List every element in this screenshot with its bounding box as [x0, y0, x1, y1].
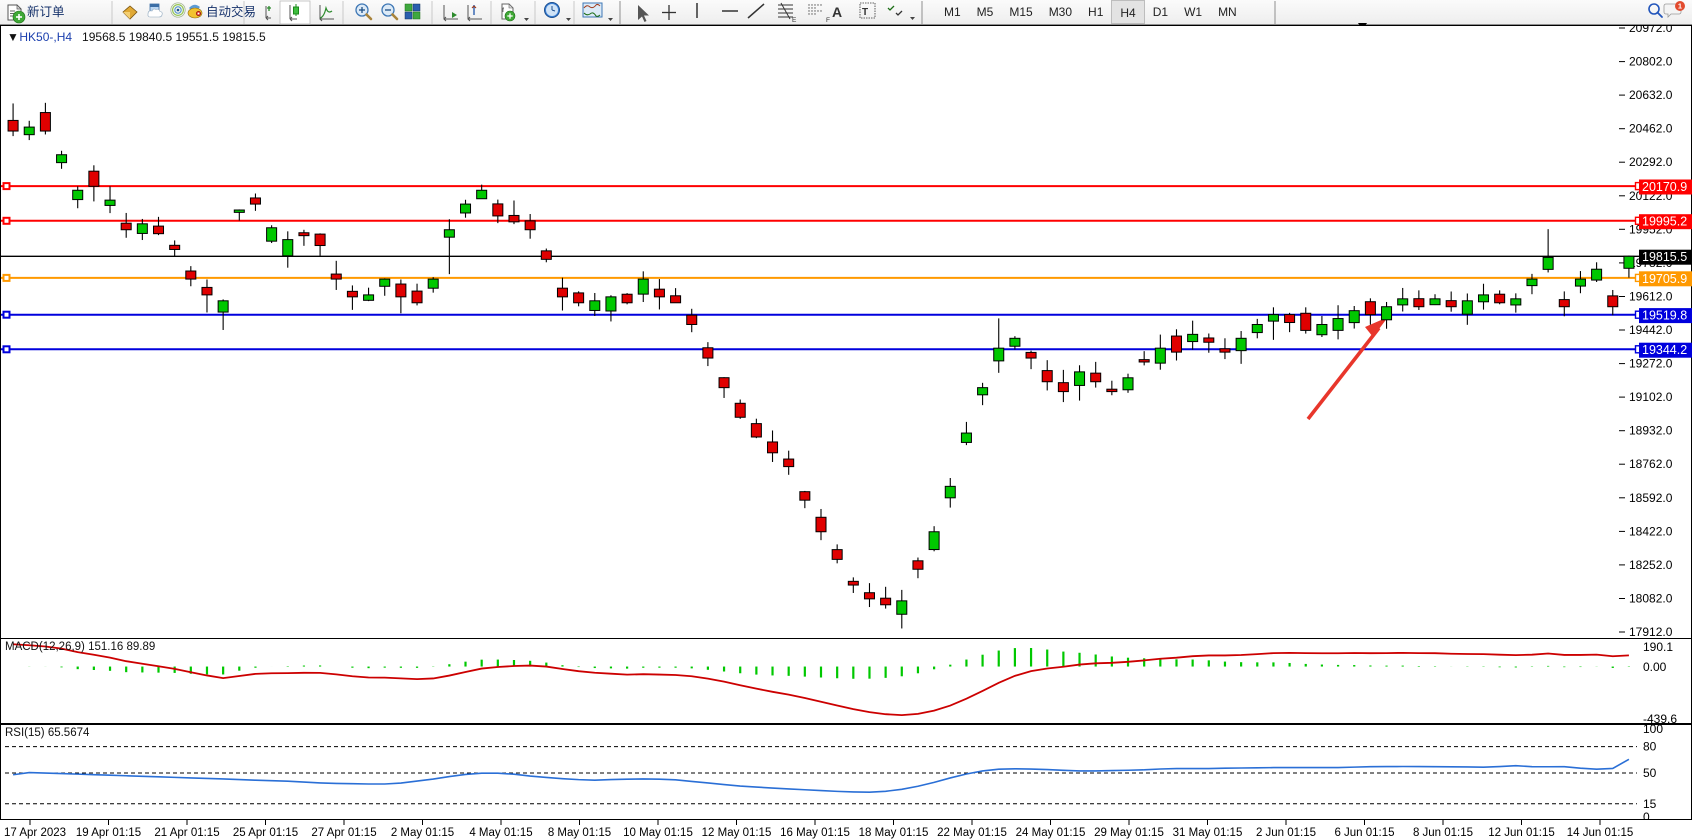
- svg-text:19442.0: 19442.0: [1629, 323, 1673, 337]
- svg-text:20802.0: 20802.0: [1629, 55, 1673, 69]
- svg-text:19995.2: 19995.2: [1642, 215, 1687, 229]
- svg-text:19705.9: 19705.9: [1642, 272, 1687, 286]
- svg-text:15: 15: [1643, 797, 1657, 811]
- svg-text:17 Apr 2023: 17 Apr 2023: [4, 827, 66, 839]
- svg-text:2 Jun 01:15: 2 Jun 01:15: [1256, 827, 1316, 839]
- svg-text:14 Jun 01:15: 14 Jun 01:15: [1567, 827, 1634, 839]
- svg-text:50: 50: [1643, 766, 1657, 780]
- svg-text:18932.0: 18932.0: [1629, 424, 1673, 438]
- svg-text:190.1: 190.1: [1643, 640, 1673, 654]
- svg-text:20462.0: 20462.0: [1629, 122, 1673, 136]
- svg-text:25 Apr 01:15: 25 Apr 01:15: [233, 827, 298, 839]
- svg-text:8 Jun 01:15: 8 Jun 01:15: [1413, 827, 1473, 839]
- svg-text:10 May 01:15: 10 May 01:15: [623, 827, 693, 839]
- svg-text:19272.0: 19272.0: [1629, 357, 1673, 371]
- svg-text:19 Apr 01:15: 19 Apr 01:15: [76, 827, 141, 839]
- svg-text:19815.5: 19815.5: [1642, 250, 1687, 264]
- svg-text:18 May 01:15: 18 May 01:15: [859, 827, 929, 839]
- svg-text:12 May 01:15: 12 May 01:15: [702, 827, 772, 839]
- svg-text:18252.0: 18252.0: [1629, 558, 1673, 572]
- svg-text:21 Apr 01:15: 21 Apr 01:15: [154, 827, 219, 839]
- svg-text:20632.0: 20632.0: [1629, 88, 1673, 102]
- svg-text:12 Jun 01:15: 12 Jun 01:15: [1488, 827, 1555, 839]
- svg-text:24 May 01:15: 24 May 01:15: [1016, 827, 1086, 839]
- svg-text:6 Jun 01:15: 6 Jun 01:15: [1334, 827, 1394, 839]
- svg-text:29 May 01:15: 29 May 01:15: [1094, 827, 1164, 839]
- svg-text:19519.8: 19519.8: [1642, 309, 1687, 323]
- svg-text:0.00: 0.00: [1643, 660, 1667, 674]
- svg-text:1: 1: [1678, 2, 1682, 11]
- svg-text:20972.0: 20972.0: [1629, 26, 1673, 35]
- svg-text:27 Apr 01:15: 27 Apr 01:15: [311, 827, 376, 839]
- svg-text:19612.0: 19612.0: [1629, 290, 1673, 304]
- svg-text:20292.0: 20292.0: [1629, 155, 1673, 169]
- svg-text:100: 100: [1643, 725, 1663, 736]
- svg-text:4 May 01:15: 4 May 01:15: [469, 827, 532, 839]
- svg-text:18422.0: 18422.0: [1629, 524, 1673, 538]
- svg-text:80: 80: [1643, 740, 1657, 754]
- svg-text:31 May 01:15: 31 May 01:15: [1173, 827, 1243, 839]
- svg-text:8 May 01:15: 8 May 01:15: [548, 827, 611, 839]
- svg-text:20170.9: 20170.9: [1642, 180, 1687, 194]
- svg-text:19102.0: 19102.0: [1629, 390, 1673, 404]
- svg-text:18082.0: 18082.0: [1629, 592, 1673, 606]
- svg-text:22 May 01:15: 22 May 01:15: [937, 827, 1007, 839]
- svg-text:19344.2: 19344.2: [1642, 343, 1687, 357]
- svg-text:18762.0: 18762.0: [1629, 457, 1673, 471]
- svg-text:2 May 01:15: 2 May 01:15: [391, 827, 454, 839]
- svg-text:16 May 01:15: 16 May 01:15: [780, 827, 850, 839]
- svg-text:17912.0: 17912.0: [1629, 625, 1673, 639]
- svg-text:18592.0: 18592.0: [1629, 491, 1673, 505]
